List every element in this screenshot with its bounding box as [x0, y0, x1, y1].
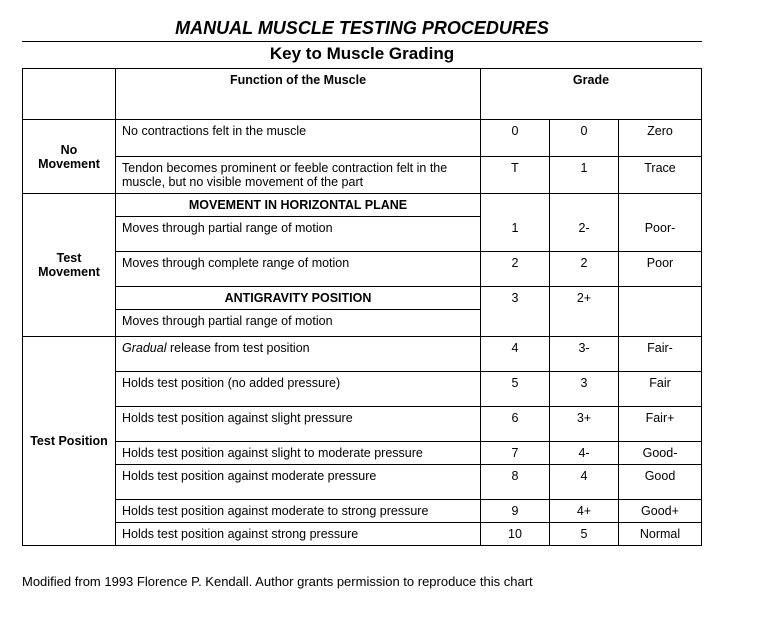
table-row: Moves through complete range of motion 2…	[23, 252, 702, 287]
title-main: MANUAL MUSCLE TESTING PROCEDURES	[22, 18, 702, 42]
table-row: Test Position Gradual release from test …	[23, 337, 702, 372]
header-function: Function of the Muscle	[116, 69, 481, 120]
table-row: Tendon becomes prominent or feeble contr…	[23, 157, 702, 194]
cell-function: Holds test position (no added pressure)	[116, 372, 481, 407]
cell-function: Moves through complete range of motion	[116, 252, 481, 287]
cell-blank	[550, 194, 619, 217]
cell-function: Holds test position against moderate to …	[116, 500, 481, 523]
cell-grade-word: Poor-	[619, 217, 702, 252]
cell-grade-alt: 4-	[550, 442, 619, 465]
cell-grade-num: 1	[481, 217, 550, 252]
cell-grade-alt: 4+	[550, 500, 619, 523]
cell-grade-alt: 2+	[550, 287, 619, 337]
table-row: ANTIGRAVITY POSITION 3 2+	[23, 287, 702, 310]
cell-function: Holds test position against slight press…	[116, 407, 481, 442]
cell-grade-num: 6	[481, 407, 550, 442]
cell-function: Holds test position against moderate pre…	[116, 465, 481, 500]
section-antigravity: ANTIGRAVITY POSITION	[116, 287, 481, 310]
cell-grade-word: Zero	[619, 120, 702, 157]
table-row: Holds test position against strong press…	[23, 523, 702, 546]
section-horizontal: MOVEMENT IN HORIZONTAL PLANE	[116, 194, 481, 217]
table-row: No Movement No contractions felt in the …	[23, 120, 702, 157]
cell-grade-num: 8	[481, 465, 550, 500]
cell-grade-word: Good	[619, 465, 702, 500]
group-test-movement: Test Movement	[23, 194, 116, 337]
cell-grade-alt: 5	[550, 523, 619, 546]
cell-grade-num: 7	[481, 442, 550, 465]
cell-grade-alt: 2-	[550, 217, 619, 252]
cell-grade-alt: 1	[550, 157, 619, 194]
table-header-row: Function of the Muscle Grade	[23, 69, 702, 120]
cell-text: release from test position	[166, 341, 309, 355]
cell-grade-word: Trace	[619, 157, 702, 194]
cell-grade-num: 10	[481, 523, 550, 546]
cell-function: Tendon becomes prominent or feeble contr…	[116, 157, 481, 194]
cell-grade-alt: 0	[550, 120, 619, 157]
cell-grade-alt: 3+	[550, 407, 619, 442]
table-row: Holds test position against slight press…	[23, 407, 702, 442]
cell-grade-num: 4	[481, 337, 550, 372]
table-row: Test Movement MOVEMENT IN HORIZONTAL PLA…	[23, 194, 702, 217]
cell-function: Holds test position against slight to mo…	[116, 442, 481, 465]
cell-grade-num: 5	[481, 372, 550, 407]
footer-note: Modified from 1993 Florence P. Kendall. …	[22, 574, 702, 589]
header-grade: Grade	[481, 69, 702, 120]
group-test-position: Test Position	[23, 337, 116, 546]
title-sub: Key to Muscle Grading	[22, 44, 702, 64]
table-row: Holds test position against moderate to …	[23, 500, 702, 523]
cell-grade-alt: 4	[550, 465, 619, 500]
cell-grade-word: Normal	[619, 523, 702, 546]
cell-function: Gradual release from test position	[116, 337, 481, 372]
cell-grade-word	[619, 287, 702, 337]
cell-grade-num: 0	[481, 120, 550, 157]
cell-grade-word: Fair-	[619, 337, 702, 372]
cell-grade-alt: 3-	[550, 337, 619, 372]
cell-grade-num: T	[481, 157, 550, 194]
table-row: Moves through partial range of motion 1 …	[23, 217, 702, 252]
cell-grade-num: 9	[481, 500, 550, 523]
cell-grade-num: 2	[481, 252, 550, 287]
table-row: Holds test position (no added pressure) …	[23, 372, 702, 407]
table-row: Holds test position against slight to mo…	[23, 442, 702, 465]
cell-function: Moves through partial range of motion	[116, 217, 481, 252]
cell-grade-alt: 3	[550, 372, 619, 407]
cell-function: Holds test position against strong press…	[116, 523, 481, 546]
cell-blank	[481, 194, 550, 217]
cell-grade-alt: 2	[550, 252, 619, 287]
cell-grade-num: 3	[481, 287, 550, 337]
cell-function: Moves through partial range of motion	[116, 310, 481, 337]
grading-table: Function of the Muscle Grade No Movement…	[22, 68, 702, 546]
table-row: Holds test position against moderate pre…	[23, 465, 702, 500]
cell-grade-word: Good+	[619, 500, 702, 523]
group-no-movement: No Movement	[23, 120, 116, 194]
cell-function: No contractions felt in the muscle	[116, 120, 481, 157]
cell-grade-word: Fair	[619, 372, 702, 407]
cell-blank	[619, 194, 702, 217]
cell-grade-word: Good-	[619, 442, 702, 465]
cell-grade-word: Fair+	[619, 407, 702, 442]
header-blank	[23, 69, 116, 120]
cell-grade-word: Poor	[619, 252, 702, 287]
italic-word: Gradual	[122, 341, 166, 355]
